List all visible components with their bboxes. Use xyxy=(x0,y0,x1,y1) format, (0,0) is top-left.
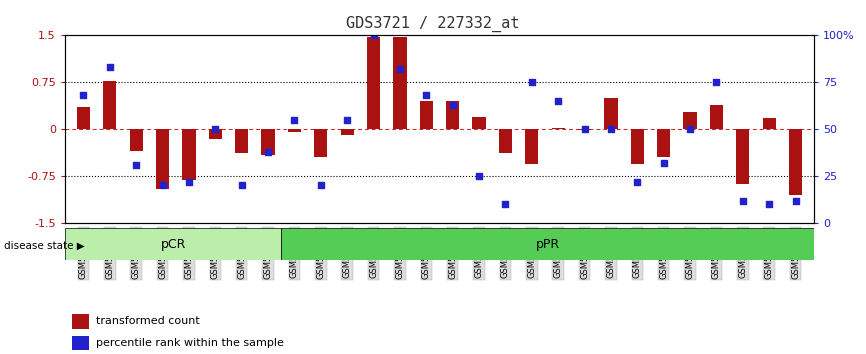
Point xyxy=(262,149,275,155)
FancyBboxPatch shape xyxy=(65,228,281,260)
Point xyxy=(604,126,617,132)
Bar xyxy=(130,129,143,151)
Text: pCR: pCR xyxy=(160,238,186,251)
Point xyxy=(709,79,723,85)
Bar xyxy=(235,129,249,153)
Point xyxy=(313,183,327,188)
Bar xyxy=(736,129,749,184)
Point xyxy=(209,126,223,132)
Point xyxy=(472,173,486,179)
Bar xyxy=(499,129,512,153)
Bar xyxy=(340,129,354,136)
Bar xyxy=(473,117,486,129)
Bar xyxy=(552,128,565,129)
Bar xyxy=(604,98,617,129)
Point xyxy=(366,33,380,38)
Text: percentile rank within the sample: percentile rank within the sample xyxy=(96,338,284,348)
Point xyxy=(156,183,170,188)
Point xyxy=(499,201,513,207)
Text: pPR: pPR xyxy=(535,238,559,251)
Point xyxy=(129,162,143,168)
Point xyxy=(393,66,407,72)
Point xyxy=(288,117,301,122)
Bar xyxy=(288,129,301,132)
Point xyxy=(736,198,750,203)
Bar xyxy=(578,129,591,131)
Bar xyxy=(393,37,406,129)
Bar xyxy=(446,101,459,129)
Bar xyxy=(183,129,196,181)
Bar xyxy=(789,129,802,195)
Bar xyxy=(657,129,670,157)
Bar xyxy=(73,314,89,329)
Bar xyxy=(77,107,90,129)
Point xyxy=(789,198,803,203)
Point xyxy=(103,64,117,70)
Point xyxy=(235,183,249,188)
Text: GDS3721 / 227332_at: GDS3721 / 227332_at xyxy=(346,16,520,32)
Point xyxy=(656,160,670,166)
Bar xyxy=(314,129,327,157)
Point xyxy=(525,79,539,85)
Point xyxy=(762,201,776,207)
Point xyxy=(76,93,90,98)
Bar xyxy=(763,118,776,129)
Bar xyxy=(525,129,539,164)
Bar xyxy=(367,37,380,129)
Bar xyxy=(103,81,116,129)
Bar xyxy=(156,129,169,189)
Text: transformed count: transformed count xyxy=(96,316,200,326)
Bar xyxy=(209,129,222,138)
Point xyxy=(630,179,644,184)
Bar xyxy=(683,112,696,129)
Text: disease state ▶: disease state ▶ xyxy=(4,241,85,251)
Bar xyxy=(710,105,723,129)
Bar xyxy=(630,129,644,164)
Bar xyxy=(420,101,433,129)
Point xyxy=(419,93,433,98)
Bar xyxy=(73,336,89,350)
Point xyxy=(340,117,354,122)
Point xyxy=(182,179,196,184)
Point xyxy=(683,126,697,132)
Point xyxy=(446,102,460,108)
FancyBboxPatch shape xyxy=(281,228,814,260)
Point xyxy=(552,98,565,104)
Bar xyxy=(262,129,275,155)
Point xyxy=(578,126,591,132)
